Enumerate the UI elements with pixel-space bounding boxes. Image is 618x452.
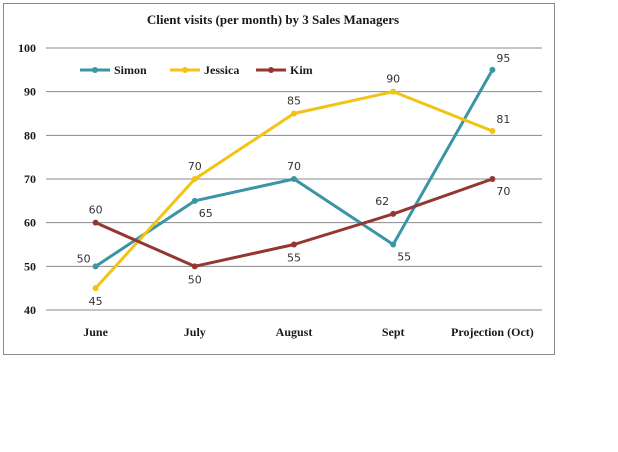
series-lines — [92, 66, 496, 292]
data-label: 50 — [77, 252, 91, 265]
data-point — [191, 176, 198, 182]
gridlines — [46, 47, 542, 311]
legend-marker — [92, 67, 98, 73]
legend-label: Jessica — [204, 63, 239, 77]
x-category-label: June — [83, 325, 108, 339]
data-label: 85 — [287, 95, 301, 108]
data-point — [291, 110, 297, 117]
legend: Simon Jessica Kim — [80, 63, 313, 77]
x-category-label: Projection (Oct) — [451, 325, 534, 339]
legend-label: Simon — [114, 63, 147, 77]
data-label: 45 — [89, 295, 103, 308]
y-axis-tick-labels: 40 50 60 70 80 90 100 — [18, 41, 36, 317]
y-tick-label: 90 — [24, 85, 36, 99]
data-label: 65 — [199, 207, 213, 220]
x-category-label: Sept — [382, 325, 405, 339]
y-tick-label: 40 — [24, 303, 36, 317]
data-point — [291, 176, 297, 182]
data-label: 70 — [188, 160, 202, 173]
y-tick-label: 100 — [18, 41, 36, 55]
data-labels: 50 65 70 55 95 45 70 85 90 81 60 50 55 62 70 — [77, 52, 511, 308]
x-axis-category-labels: June July August Sept Projection (Oct) — [83, 325, 534, 339]
data-label: 70 — [287, 160, 301, 173]
legend-label: Kim — [290, 63, 313, 77]
data-label: 95 — [496, 52, 510, 65]
data-point — [489, 176, 496, 182]
data-point — [92, 263, 99, 270]
y-tick-label: 80 — [24, 128, 36, 142]
x-category-label: August — [276, 325, 313, 339]
data-point — [390, 88, 397, 95]
data-label: 90 — [386, 73, 400, 86]
y-tick-label: 60 — [24, 216, 36, 230]
data-point — [92, 285, 99, 292]
data-label: 50 — [188, 273, 202, 286]
data-label: 55 — [397, 251, 411, 264]
x-category-label: July — [184, 325, 206, 339]
data-point — [390, 241, 397, 248]
legend-marker — [182, 67, 188, 73]
data-label: 62 — [375, 195, 389, 208]
data-label: 55 — [287, 252, 301, 265]
data-point — [191, 197, 198, 204]
data-point — [390, 210, 397, 217]
data-label: 70 — [496, 185, 510, 198]
chart-title: Client visits (per month) by 3 Sales Man… — [147, 12, 399, 27]
data-point — [191, 263, 198, 270]
data-label: 60 — [89, 204, 103, 217]
y-tick-label: 70 — [24, 172, 36, 186]
y-tick-label: 50 — [24, 259, 36, 273]
data-point — [489, 66, 496, 73]
data-point — [489, 127, 496, 134]
legend-marker — [268, 67, 274, 73]
data-point — [92, 219, 99, 226]
data-label: 81 — [496, 113, 510, 126]
data-point — [291, 241, 297, 248]
